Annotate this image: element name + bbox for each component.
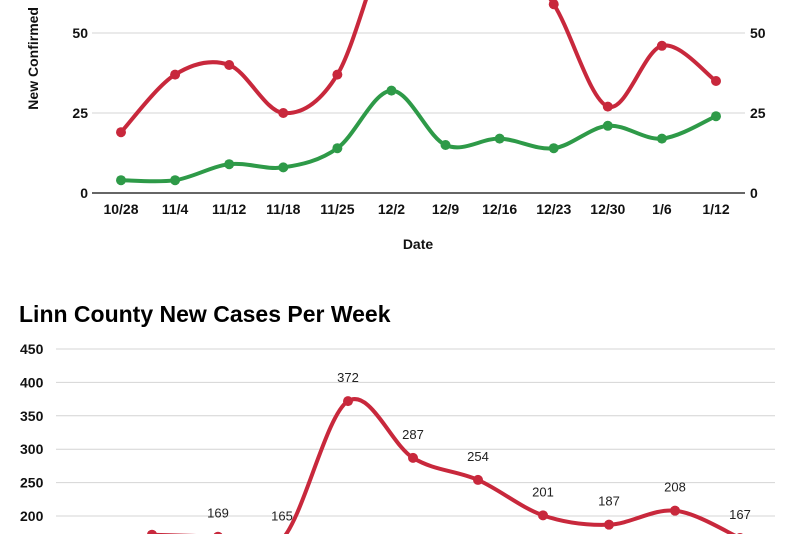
x-tick-label: 11/12: [212, 201, 246, 217]
bottom-chart: Linn County New Cases Per Week 200 250 300…: [19, 301, 775, 534]
data-label: 254: [467, 449, 489, 464]
bottom-chart-series: 169 165 372 287 254 201 187 208 167: [147, 370, 751, 534]
y-tick-label-left: 0: [80, 185, 88, 201]
y-tick-label-right: 0: [750, 185, 758, 201]
data-label: 201: [532, 484, 554, 499]
data-point: [147, 529, 157, 534]
x-tick-label: 12/16: [482, 201, 517, 217]
data-point: [343, 396, 353, 407]
x-tick-label: 11/25: [320, 201, 354, 217]
data-label: 167: [729, 507, 751, 522]
data-point: [213, 531, 223, 534]
top-chart-series: [116, 0, 721, 186]
data-point: [602, 120, 613, 131]
top-chart-y-axis-title: New Confirmed: [25, 7, 41, 110]
data-point: [656, 133, 667, 144]
x-tick-label: 10/28: [103, 201, 138, 217]
x-tick-label: 12/23: [536, 201, 571, 217]
data-label: 208: [664, 480, 686, 495]
bottom-chart-title: Linn County New Cases Per Week: [19, 301, 391, 327]
data-point: [711, 111, 721, 122]
data-point: [538, 510, 548, 521]
y-tick-label-right: 25: [750, 105, 766, 121]
x-tick-label: 1/6: [652, 201, 672, 217]
series-line: [150, 397, 737, 534]
data-point: [116, 127, 126, 138]
data-label: 165: [271, 508, 293, 523]
data-point: [386, 85, 397, 96]
data-point: [332, 143, 343, 154]
bottom-chart-y-ticks: 200 250 300 350 400 450: [20, 341, 44, 524]
x-tick-label: 11/18: [266, 201, 300, 217]
data-point: [670, 505, 680, 516]
data-point: [332, 69, 343, 80]
x-tick-label: 12/30: [590, 201, 625, 217]
x-tick-label: 12/2: [378, 201, 405, 217]
top-chart-y-ticks-left: 0 25 50: [72, 25, 88, 201]
data-point: [604, 519, 614, 530]
y-tick-label-left: 25: [72, 105, 88, 121]
y-tick-label: 250: [20, 475, 44, 491]
top-chart: 0 25 50 0 25 50 10/28 11/4 11/12 11/18 11/25 12/2…: [25, 0, 766, 252]
data-point: [656, 40, 667, 51]
data-point: [548, 0, 559, 10]
x-tick-label: 11/4: [162, 201, 189, 217]
data-point: [116, 175, 126, 186]
top-chart-x-axis-title: Date: [403, 236, 434, 252]
data-label: 287: [402, 427, 424, 442]
x-tick-label: 12/9: [432, 201, 459, 217]
y-tick-label: 400: [20, 374, 44, 390]
data-point: [711, 76, 721, 86]
data-point: [408, 452, 418, 463]
data-point: [548, 143, 559, 154]
data-point: [494, 133, 505, 144]
y-tick-label-right: 50: [750, 25, 766, 41]
y-tick-label: 450: [20, 341, 44, 357]
data-point: [440, 140, 451, 150]
series-group: [147, 396, 743, 534]
bottom-chart-grid: [56, 348, 775, 517]
data-point: [224, 60, 235, 70]
data-point: [170, 175, 181, 186]
data-label: 187: [598, 494, 620, 509]
data-point: [278, 162, 289, 173]
series-line: [119, 88, 718, 184]
data-point: [602, 101, 613, 112]
data-point: [224, 159, 235, 170]
data-label: 372: [337, 370, 359, 385]
y-tick-label-left: 50: [72, 25, 88, 41]
y-tick-label: 350: [20, 408, 44, 424]
data-point: [278, 108, 289, 118]
top-chart-y-ticks-right: 0 25 50: [750, 25, 766, 201]
data-point: [473, 474, 483, 485]
top-chart-x-ticks: 10/28 11/4 11/12 11/18 11/25 12/2 12/9 12/16 12/…: [103, 201, 729, 217]
data-label: 169: [207, 506, 229, 521]
y-tick-label: 300: [20, 441, 44, 457]
x-tick-label: 1/12: [702, 201, 729, 217]
data-point: [170, 69, 181, 80]
y-tick-label: 200: [20, 508, 44, 524]
